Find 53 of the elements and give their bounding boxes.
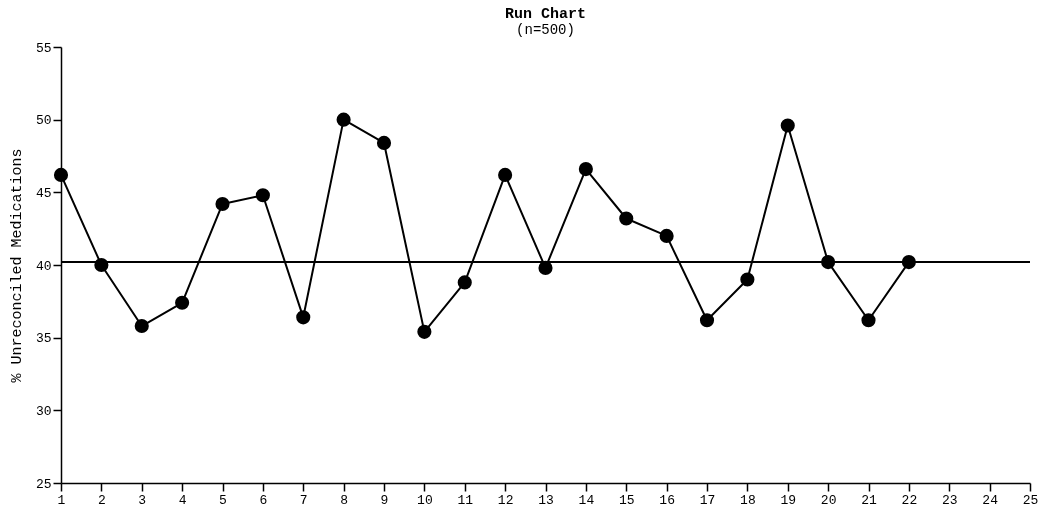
x-tick-label: 11 — [457, 492, 474, 508]
point — [780, 118, 795, 133]
x-tick-label: 17 — [699, 492, 716, 508]
point — [861, 313, 876, 328]
y-tick-label: 25 — [35, 476, 52, 492]
chart-subtitle: (n=500) — [516, 22, 575, 38]
y-tick-label: 35 — [35, 331, 52, 347]
y-axis-title: % Unreconciled Medications — [8, 148, 26, 383]
x-tick-label: 15 — [618, 492, 635, 508]
x-tick-label: 13 — [538, 492, 554, 508]
x-tick-label: 22 — [901, 492, 918, 508]
x-tick-label: 10 — [417, 492, 433, 508]
chart-title: Run Chart — [504, 6, 587, 23]
y-tick-label: 50 — [35, 113, 52, 129]
x-tick-label: 8 — [340, 492, 349, 508]
y-tick-label: 45 — [35, 185, 52, 201]
point — [336, 112, 351, 127]
point — [619, 211, 634, 226]
x-tick-label: 20 — [820, 492, 837, 508]
y-tick-label: 40 — [35, 258, 52, 274]
point — [578, 162, 593, 177]
x-tick-label: 12 — [497, 492, 514, 508]
x-tick-label: 23 — [941, 492, 958, 508]
point — [417, 324, 432, 339]
x-tick-label: 25 — [1022, 492, 1039, 508]
y-tick-label: 30 — [35, 403, 52, 419]
point — [659, 228, 674, 243]
point — [53, 167, 69, 182]
point — [255, 188, 270, 203]
point — [699, 313, 715, 328]
x-tick-label: 4 — [178, 492, 187, 508]
point — [376, 135, 392, 150]
point — [134, 318, 149, 334]
x-tick-label: 18 — [740, 492, 756, 508]
x-tick-label: 14 — [578, 492, 595, 508]
point — [457, 275, 472, 290]
x-tick-label: 9 — [380, 492, 389, 508]
x-tick-label: 3 — [138, 492, 147, 508]
x-tick-label: 6 — [259, 492, 268, 508]
point — [296, 310, 311, 325]
point — [215, 196, 230, 212]
x-tick-label: 21 — [861, 492, 877, 508]
x-tick-label: 16 — [659, 492, 675, 508]
point — [498, 167, 513, 182]
x-tick-label: 5 — [219, 492, 227, 508]
x-tick-label: 2 — [97, 492, 106, 508]
x-tick-label: 19 — [780, 492, 797, 508]
point — [740, 272, 755, 287]
y-tick-label: 55 — [35, 40, 52, 56]
x-tick-label: 24 — [982, 492, 999, 508]
x-tick-label: 1 — [57, 492, 66, 508]
x-tick-label: 7 — [299, 492, 308, 508]
point — [175, 295, 190, 310]
